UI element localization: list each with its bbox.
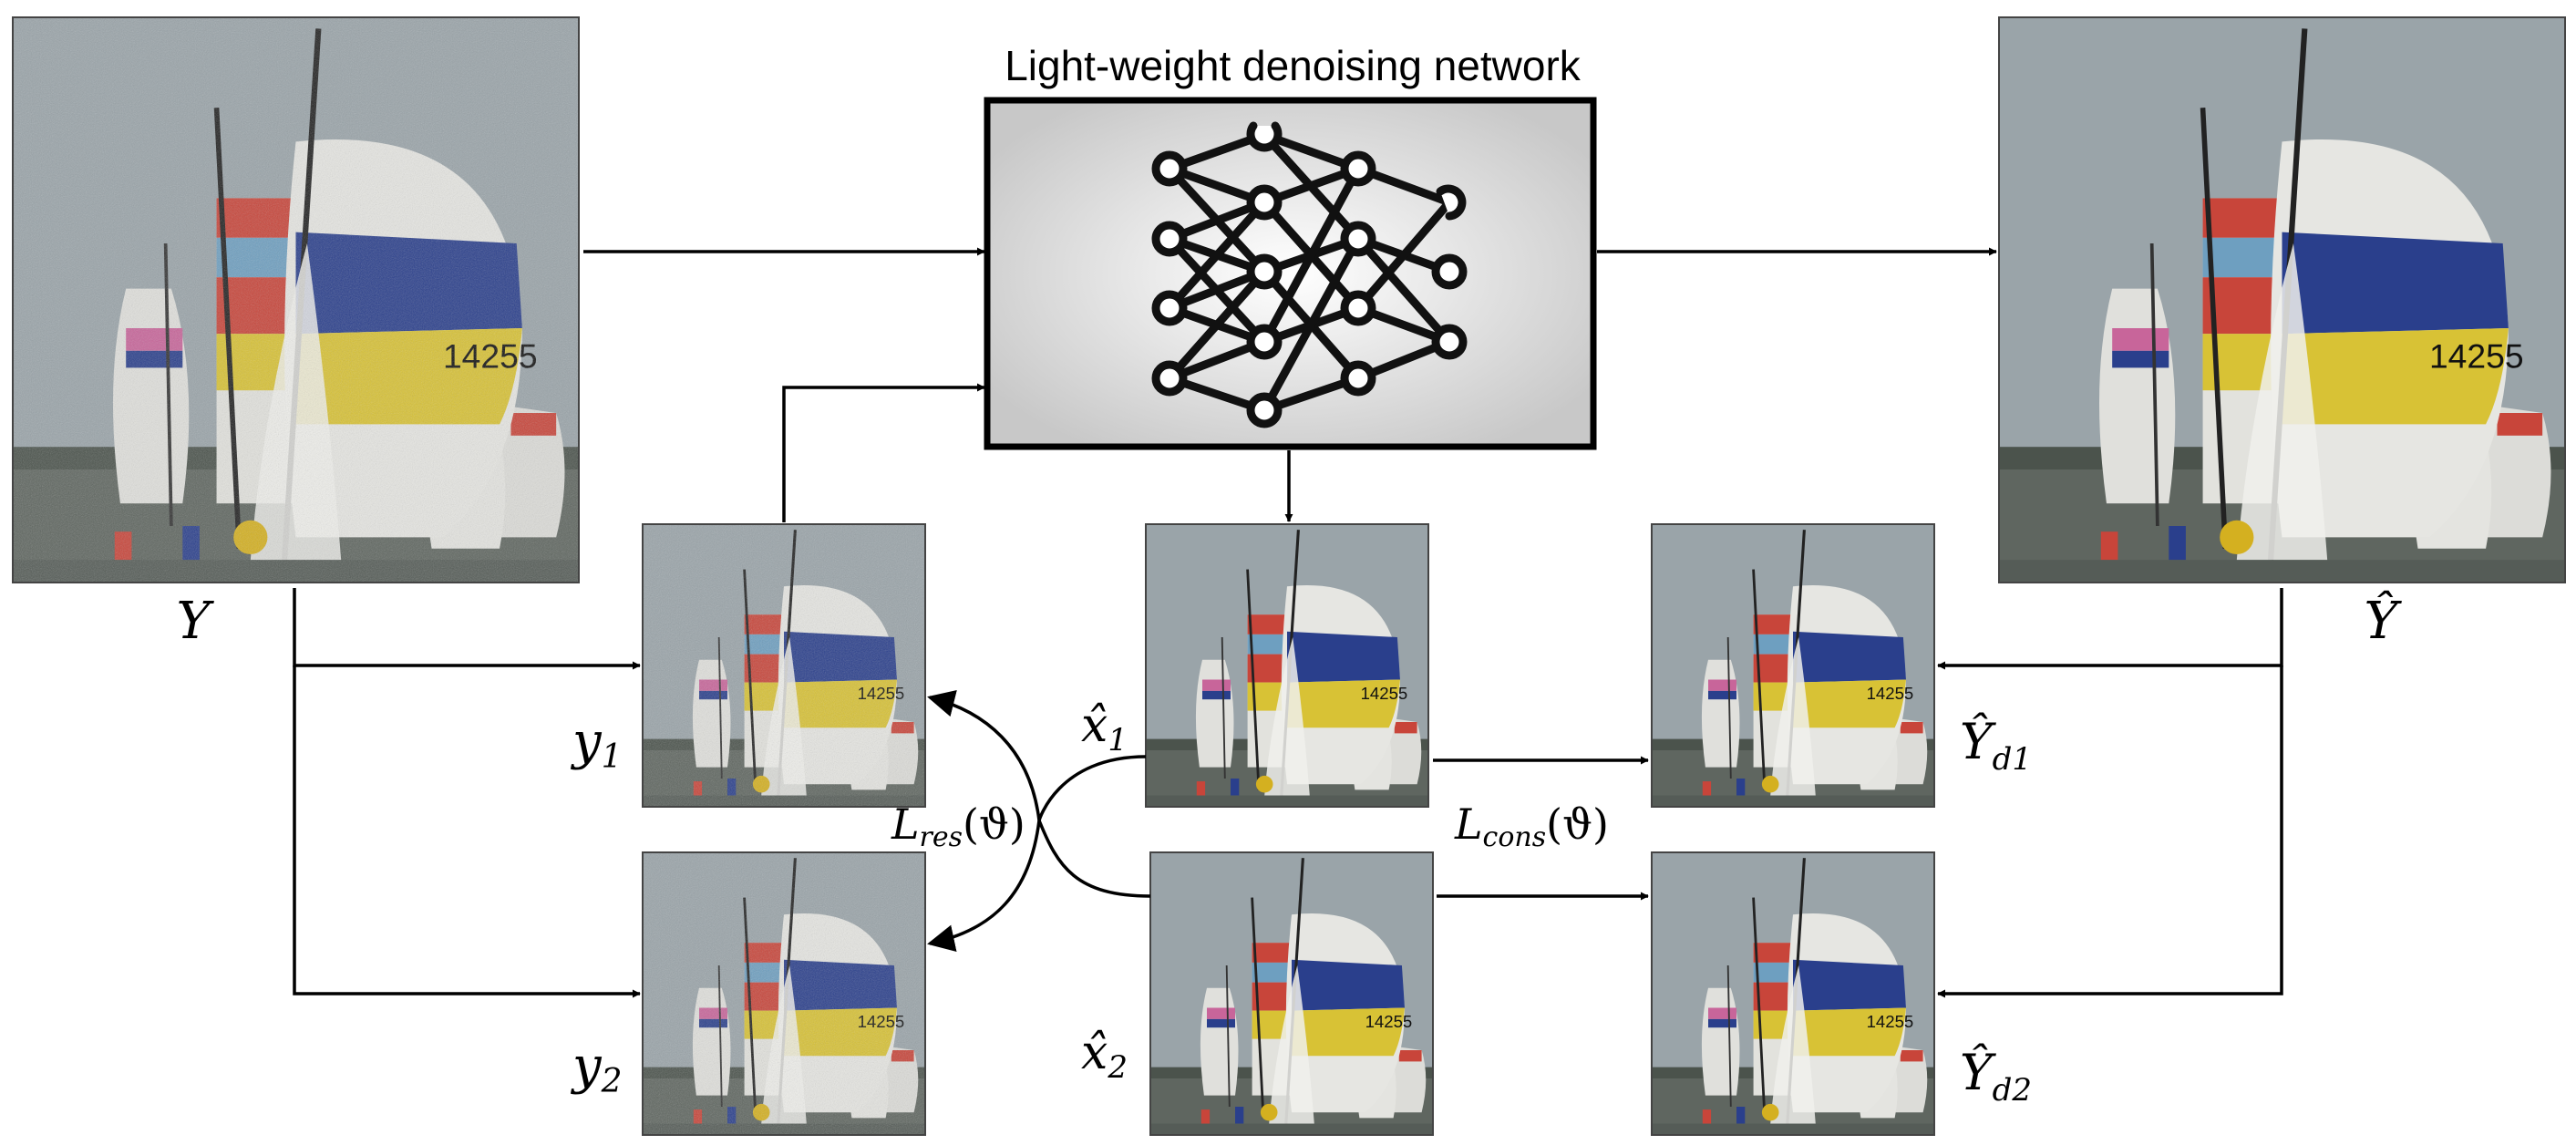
label-y-hat: Ŷ — [2365, 590, 2403, 651]
arrow-yhat-to-yd1 — [1937, 588, 2283, 670]
y2-image: .sky{fill:#8a938c} — [642, 851, 926, 1136]
label-y: Y — [177, 592, 215, 651]
yd2-hat-image: .sky{fill:#9aa4a9} — [1651, 851, 1935, 1136]
label-x1-hat: x̂1 — [1081, 698, 1128, 758]
label-yd1-hat: Ŷd1 — [1960, 711, 2032, 778]
label-consistency-loss: Lcons(ϑ) — [1454, 799, 1609, 853]
network-title: Light-weight denoising network — [1005, 42, 1582, 89]
arrow-y1-to-network — [782, 383, 985, 522]
arrow-y-to-y1 — [293, 588, 641, 670]
x2-hat-image: .sky{fill:#9aa4a9} — [1149, 851, 1434, 1136]
image-labels: Y Ŷ y1 y2 x̂1 x̂2 Ŷd1 Ŷd2 Lres(ϑ) Lcons(… — [177, 590, 2403, 1109]
denoised-output-image: .sky{fill:#9aa4a9} — [1998, 16, 2566, 583]
flow-arrows — [293, 247, 2283, 998]
arrow-yhat-to-yd2 — [1937, 665, 2283, 998]
arrow-x2-to-y2-residual — [927, 814, 1151, 952]
label-y2: y2 — [570, 1037, 623, 1100]
network-nodes — [1151, 121, 1468, 428]
x1-hat-image: .sky{fill:#9aa4a9} — [1145, 523, 1429, 808]
yd1-hat-image: .sky{fill:#9aa4a9} — [1651, 523, 1935, 808]
noisy-input-image: .sky{fill:#8a938c} — [12, 16, 580, 583]
label-residual-loss: Lres(ϑ) — [891, 799, 1025, 853]
label-yd2-hat: Ŷd2 — [1960, 1042, 2032, 1109]
arrow-y-to-y2 — [293, 665, 641, 998]
label-y1: y1 — [570, 712, 623, 776]
label-x2-hat: x̂2 — [1081, 1026, 1128, 1086]
y1-image: .sky{fill:#8a938c} — [642, 523, 926, 808]
neural-network-icon — [1151, 121, 1468, 428]
denoising-network-box — [984, 97, 1597, 450]
